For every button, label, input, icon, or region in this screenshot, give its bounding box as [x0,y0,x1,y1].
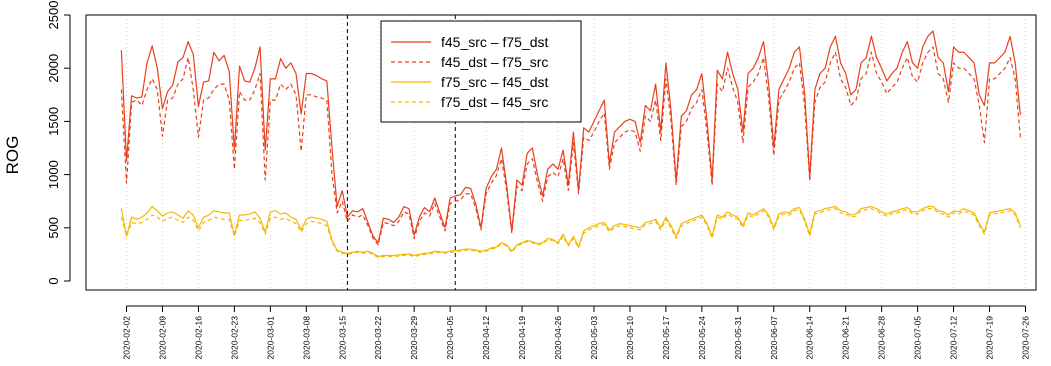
series-line-1 [120,30,1021,244]
x-tick-label: 2020-04-12 [481,316,491,360]
y-tick-label: 500 [46,217,61,239]
y-tick-label: 2000 [46,54,61,83]
x-tick-label: 2020-03-29 [409,316,419,360]
x-axis: 2020-02-02 2020-02-09 2020-02-16 2020-02-23… [122,305,1031,360]
x-tick-label: 2020-04-05 [445,316,455,360]
x-tick-label: 2020-03-22 [373,316,383,360]
series-line-3 [120,205,1021,258]
x-tick-label: 2020-05-10 [625,316,635,360]
x-tick-label: 2020-04-19 [517,316,527,360]
y-tick-label: 1500 [46,107,61,136]
x-tick-label: 2020-03-08 [301,316,311,360]
x-tick-label: 2020-06-28 [877,316,887,360]
y-axis-label: ROG [3,136,22,175]
series-lines [120,30,1021,259]
legend-item: f45_src – f75_dst [391,34,549,50]
plot-frame [85,14,1037,291]
x-tick-label: 2020-03-01 [265,316,275,360]
legend-label: f75_src – f45_dst [441,74,549,90]
y-tick-label: 1000 [46,160,61,189]
legend-label: f45_src – f75_dst [441,34,549,50]
x-tick-label: 2020-06-21 [841,316,851,360]
legend-item: f45_dst – f75_src [391,54,548,70]
x-tick-label: 2020-06-07 [769,316,779,360]
legend-item: f75_src – f45_dst [391,74,549,90]
x-tick-label: 2020-05-24 [697,316,707,360]
x-tick-label: 2020-05-17 [661,316,671,360]
legend-item: f75_dst – f45_src [391,94,548,110]
series-line-4 [120,208,1021,259]
x-tick-label: 2020-04-26 [553,316,563,360]
legend-label: f75_dst – f45_src [441,94,548,110]
x-tick-label: 2020-07-12 [949,316,959,360]
x-tick-label: 2020-07-26 [1021,316,1031,360]
x-tick-label: 2020-02-16 [193,316,203,360]
legend: f45_src – f75_dst f45_dst – f75_src f75_sr… [380,20,582,123]
x-tick-label: 2020-02-09 [157,316,167,360]
x-tick-label: 2020-05-03 [589,316,599,360]
y-tick-label: 2500 [46,1,61,30]
x-tick-label: 2020-03-15 [337,316,347,360]
x-tick-label: 2020-06-14 [805,316,815,360]
legend-label: f45_dst – f75_src [441,54,548,70]
legend-box [380,20,582,123]
x-tick-label: 2020-07-19 [985,316,995,360]
x-tick-label: 2020-05-31 [733,316,743,360]
y-axis: 0 500 1000 1500 2000 2500 [46,1,71,285]
x-tick-label: 2020-02-02 [122,316,132,360]
x-tick-label: 2020-02-23 [229,316,239,360]
y-tick-label: 0 [46,277,61,284]
x-tick-label: 2020-07-05 [913,316,923,360]
